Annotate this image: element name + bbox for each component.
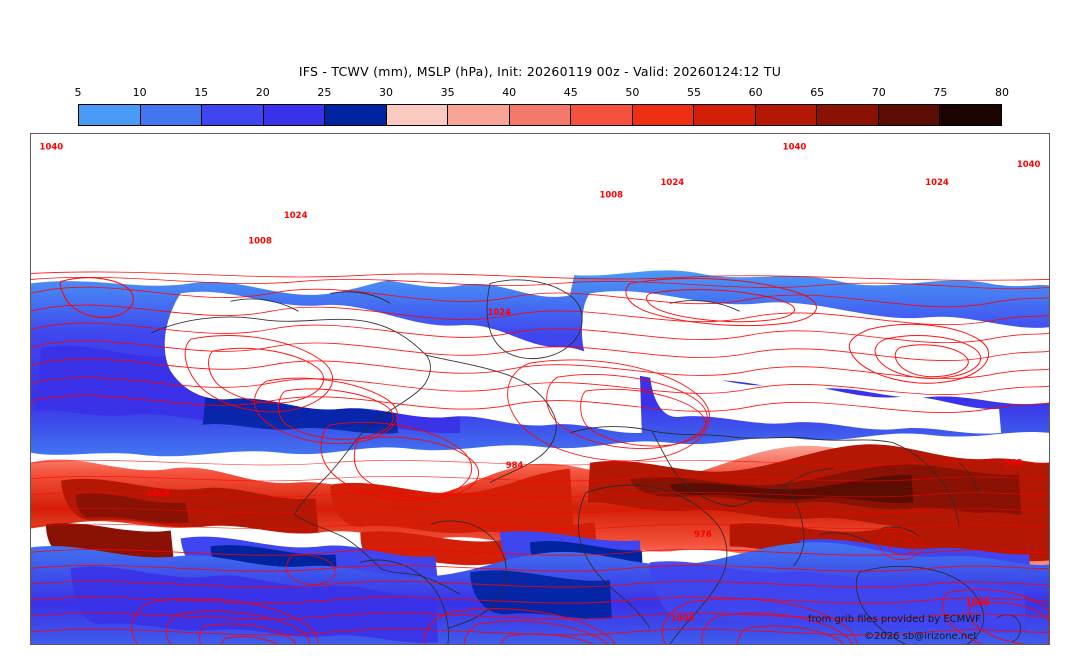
mslp-contour-label: 1008 — [248, 236, 272, 246]
colorbar-tick-20: 20 — [255, 86, 270, 99]
colorbar-tick-5: 5 — [74, 86, 82, 99]
page-title: IFS - TCWV (mm), MSLP (hPa), Init: 20260… — [298, 64, 782, 79]
colorbar-swatch-45-50 — [571, 105, 633, 125]
mslp-contour-label: 1008 — [966, 598, 990, 608]
colorbar-swatch-10-15 — [140, 105, 203, 125]
colorbar-swatch-55-60 — [694, 105, 756, 125]
colorbar-tick-labels: 5 10 15 20 25 30 35 40 45 50 55 60 65 70 75 80 — [74, 86, 1010, 102]
colorbar-swatch-5-10 — [79, 105, 141, 125]
colorbar-swatch-60-65 — [755, 105, 818, 125]
colorbar-swatch-30-35 — [386, 105, 449, 125]
mslp-contour-label: 976 — [694, 529, 712, 539]
colorbar-tick-80: 80 — [995, 86, 1009, 99]
colorbar: 5 10 15 20 25 30 35 40 45 50 55 60 65 70 75 80 — [74, 86, 1010, 126]
colorbar-swatch-75-80 — [940, 105, 1001, 125]
colorbar-swatch-25-30 — [325, 105, 387, 125]
colorbar-tick-75: 75 — [933, 86, 948, 99]
colorbar-swatch-35-40 — [448, 105, 510, 125]
map-panel: 1040 1024 1008 1040 1040 1024 1024 1008 1024 1008… — [30, 133, 1050, 645]
colorbar-swatch-40-45 — [509, 105, 572, 125]
colorbar-tick-65: 65 — [810, 86, 825, 99]
colorbar-tick-10: 10 — [132, 86, 147, 99]
colorbar-swatch-65-70 — [817, 105, 879, 125]
colorbar-tick-40: 40 — [502, 86, 517, 99]
mslp-contour-label: 1040 — [783, 141, 807, 151]
colorbar-tick-50: 50 — [625, 86, 640, 99]
colorbar-tick-30: 30 — [378, 86, 393, 99]
credit-copyright: ©2026 sb@irizone.net — [864, 631, 978, 642]
colorbar-swatch-70-75 — [878, 105, 941, 125]
colorbar-swatches — [78, 104, 1002, 126]
colorbar-swatch-15-20 — [202, 105, 264, 125]
mslp-contour-label: 1024 — [487, 307, 511, 317]
mslp-contour-label: 984 — [506, 460, 524, 470]
colorbar-tick-60: 60 — [748, 86, 763, 99]
mslp-contour-label: 1008 — [599, 190, 623, 200]
colorbar-tick-45: 45 — [563, 86, 578, 99]
mslp-contour-label: 968 — [1005, 458, 1023, 468]
credit-source: from grib files provided by ECMWF — [808, 614, 981, 625]
mslp-contour-label: 1008 — [146, 488, 170, 498]
colorbar-swatch-20-25 — [263, 105, 326, 125]
mslp-contour-label: 1040 — [1017, 159, 1041, 169]
colorbar-tick-70: 70 — [871, 86, 886, 99]
mslp-contour-label: 1024 — [661, 177, 685, 187]
mslp-contour-label: 1024 — [284, 210, 308, 220]
mslp-contour-label: 1008 — [671, 613, 695, 623]
mslp-contour-label: 1024 — [925, 177, 949, 187]
colorbar-tick-35: 35 — [440, 86, 455, 99]
colorbar-tick-55: 55 — [686, 86, 701, 99]
mslp-contour-label: 1040 — [40, 141, 64, 151]
global-map: 1040 1024 1008 1040 1040 1024 1024 1008 1024 1008… — [31, 134, 1049, 644]
colorbar-tick-15: 15 — [194, 86, 209, 99]
colorbar-tick-25: 25 — [317, 86, 332, 99]
colorbar-swatch-50-55 — [632, 105, 695, 125]
